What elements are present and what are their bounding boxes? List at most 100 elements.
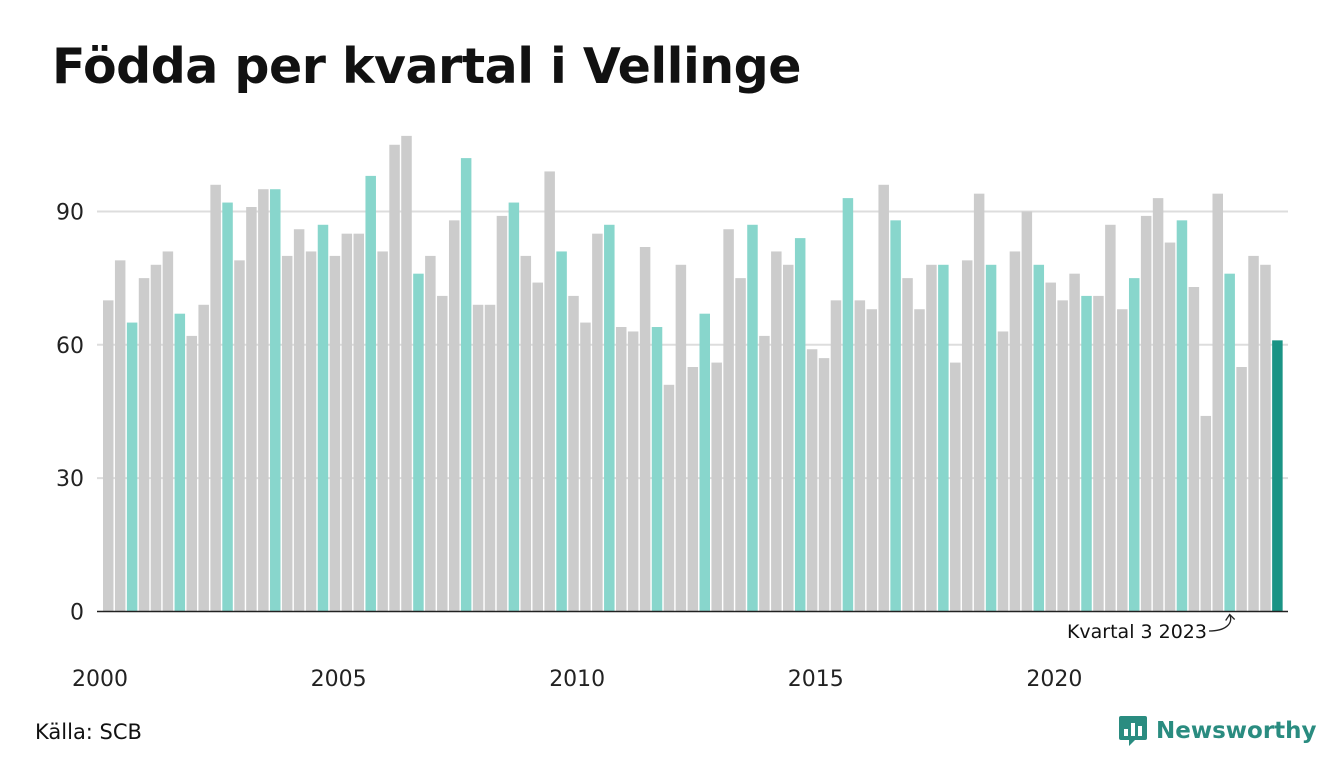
bar [663, 384, 675, 612]
bar [520, 255, 532, 612]
bar [985, 264, 997, 612]
annotation-label: Kvartal 3 2023 [1067, 621, 1207, 643]
bar [1057, 300, 1068, 612]
bar [1069, 273, 1080, 612]
bar [389, 144, 400, 612]
bar [210, 184, 221, 612]
bar [1117, 309, 1128, 612]
y-tick-label: 60 [56, 334, 84, 359]
bar [1093, 295, 1104, 612]
bar [329, 255, 341, 612]
bar [198, 304, 209, 612]
x-tick-label: 2000 [72, 667, 128, 692]
bar [938, 264, 949, 612]
brand-logo: Newsworthy [1118, 714, 1317, 748]
bar [281, 255, 293, 612]
bar [126, 322, 138, 612]
bar [1021, 211, 1033, 612]
bar [353, 233, 365, 612]
bar [460, 158, 472, 612]
chart-title: Födda per kvartal i Vellinge [52, 38, 801, 95]
bar [1272, 340, 1283, 612]
y-axis-ticks: 0 30 60 90 [56, 200, 84, 625]
bar [377, 251, 388, 612]
bar [627, 331, 639, 612]
bar [341, 233, 353, 612]
bar [162, 251, 174, 612]
bar [544, 171, 555, 612]
bar [305, 251, 317, 612]
bar [258, 189, 269, 612]
bar [794, 238, 806, 612]
bar [508, 202, 520, 612]
bar [711, 362, 722, 612]
bar [818, 358, 830, 612]
bar [806, 349, 818, 612]
y-tick-label: 30 [56, 467, 84, 492]
bar [472, 304, 484, 612]
bar [1260, 264, 1271, 612]
bar [413, 273, 424, 612]
bar [604, 224, 615, 612]
x-tick-label: 2015 [788, 667, 844, 692]
bar [365, 175, 376, 612]
bar [138, 278, 150, 612]
bar [1033, 264, 1045, 612]
bar [1164, 242, 1176, 612]
bar [961, 260, 973, 612]
bar [568, 295, 579, 612]
bar [723, 229, 734, 612]
x-tick-label: 2005 [311, 667, 367, 692]
bar [174, 313, 186, 612]
bar [866, 309, 878, 612]
bar [914, 309, 925, 612]
bar [699, 313, 710, 612]
bar [1248, 255, 1259, 612]
bar [532, 282, 543, 612]
x-axis-ticks: 2000 2005 2010 2015 2020 [72, 667, 1082, 692]
bar [1200, 415, 1212, 612]
bar [1081, 295, 1092, 612]
brand-name: Newsworthy [1156, 718, 1317, 744]
bar [437, 295, 448, 612]
bar [484, 304, 496, 612]
bar [747, 224, 758, 612]
bar [890, 220, 901, 612]
bar [1236, 367, 1247, 612]
bar [1188, 287, 1200, 612]
bar [150, 264, 162, 612]
bar [186, 335, 198, 612]
bar [687, 367, 699, 612]
bar [783, 264, 794, 612]
x-tick-label: 2010 [549, 667, 605, 692]
bar [854, 300, 866, 612]
bar [878, 184, 889, 612]
bar [639, 247, 651, 612]
bar [592, 233, 603, 612]
bar [973, 193, 985, 612]
annotation: Kvartal 3 2023 [1067, 613, 1236, 643]
bar [902, 278, 913, 612]
bar [234, 260, 245, 612]
annotation-arrow [1208, 614, 1232, 632]
bar [222, 202, 233, 612]
bar [556, 251, 567, 612]
bar [293, 229, 305, 612]
bar [771, 251, 782, 612]
bars [103, 135, 1283, 612]
bar [1176, 220, 1188, 612]
y-tick-label: 90 [56, 200, 84, 225]
bar [270, 189, 281, 612]
bar [1152, 198, 1164, 612]
bar [1045, 282, 1056, 612]
bar [830, 300, 842, 612]
bar [496, 215, 508, 612]
bar [401, 135, 412, 612]
bar [448, 220, 460, 612]
bar [675, 264, 687, 612]
bar [1128, 278, 1140, 612]
bar [615, 327, 627, 612]
bar [1105, 224, 1116, 612]
bar [246, 207, 257, 612]
